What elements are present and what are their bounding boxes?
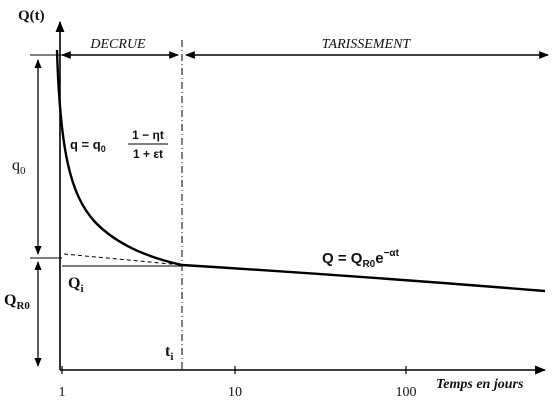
decrue-label: DECRUE [89, 37, 146, 52]
x-tick-label-1: 1 [59, 385, 66, 400]
x-tick-label-100: 100 [396, 385, 417, 400]
tarissement-label: TARISSEMENT [322, 37, 412, 52]
ti-label: ti [165, 343, 173, 363]
decrue-numerator: 1 − ηt [132, 128, 164, 142]
x-tick-label-10: 10 [228, 385, 242, 400]
decrue-curve [55, 49, 183, 267]
x-axis-label: Temps en jours [436, 377, 524, 392]
tarissement-curve [181, 263, 546, 293]
qr0-label: QR0 [4, 292, 30, 312]
tarissement-extrapolation [63, 253, 183, 266]
y-axis-label: Q(t) [18, 8, 45, 24]
decrue-formula: q = q0 1 − ηt 1 + εt [70, 128, 168, 161]
qi-label: Qi [68, 275, 84, 295]
decrue-denominator: 1 + εt [133, 147, 163, 161]
tarissement-formula: Q = QR0e−αt [322, 248, 400, 270]
q0-label: q0 [12, 157, 26, 177]
svg-text:q = q0: q = q0 [70, 137, 106, 154]
